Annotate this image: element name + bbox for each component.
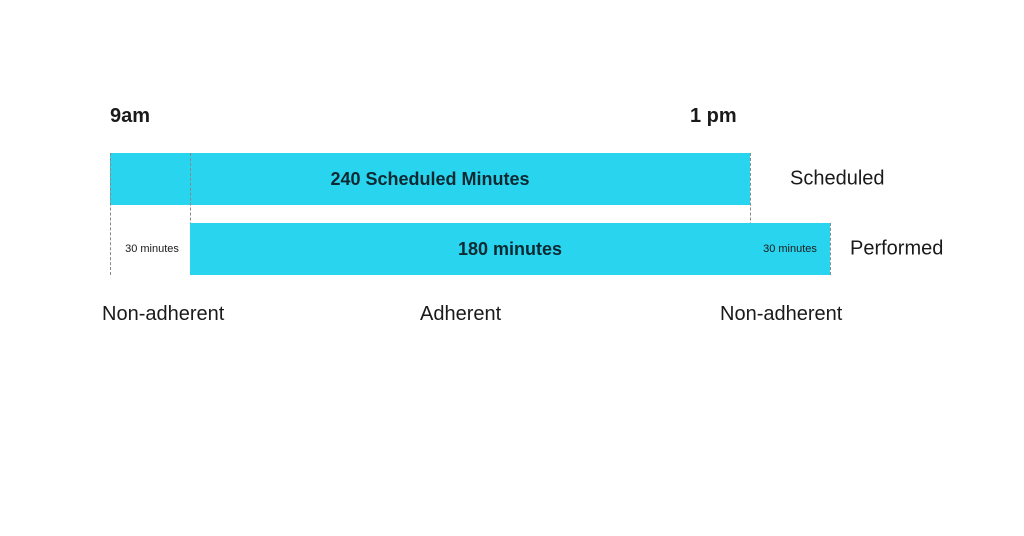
scheduled-bar-label: 240 Scheduled Minutes: [330, 169, 529, 190]
performed-bar-label: 180 minutes: [458, 239, 562, 260]
gap-left-label: 30 minutes: [122, 243, 182, 255]
adherent-label: Adherent: [420, 303, 501, 326]
time-start-label: 9am: [110, 105, 150, 128]
performed-row: 30 minutes 180 minutes 30 minutes Perfor…: [110, 223, 910, 275]
time-end-label: 1 pm: [690, 105, 737, 128]
nonadherent-right-label: Non-adherent: [720, 303, 842, 326]
scheduled-row-label: Scheduled: [790, 168, 885, 191]
bottom-labels-row: Non-adherent Adherent Non-adherent: [110, 303, 910, 327]
nonadherent-left-label: Non-adherent: [102, 303, 224, 326]
adherence-diagram: 9am 1 pm 240 Scheduled Minutes Scheduled…: [110, 105, 910, 327]
scheduled-row: 240 Scheduled Minutes Scheduled: [110, 153, 910, 205]
performed-row-label: Performed: [850, 238, 943, 261]
performed-bar: 180 minutes: [190, 223, 830, 275]
gap-right-label: 30 minutes: [760, 243, 820, 255]
time-labels-row: 9am 1 pm: [110, 105, 910, 135]
scheduled-bar: 240 Scheduled Minutes: [110, 153, 750, 205]
